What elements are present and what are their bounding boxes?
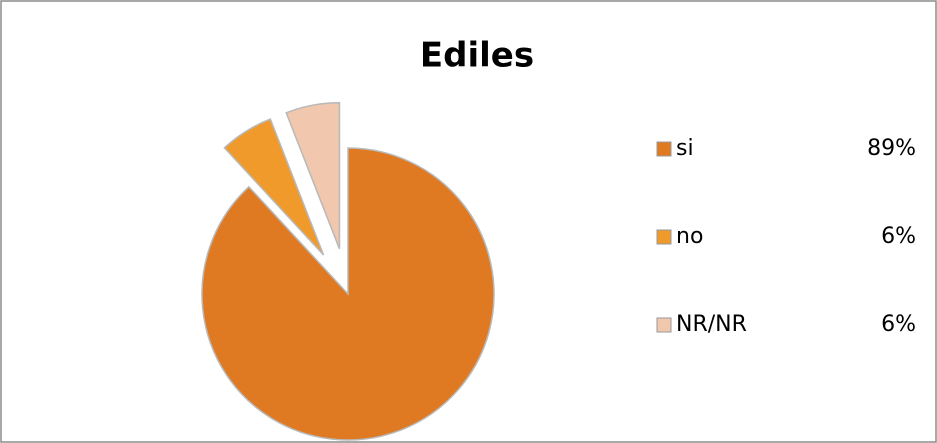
legend-swatch (656, 229, 672, 245)
chart-title: Ediles (420, 36, 534, 76)
legend-label: si (676, 136, 694, 161)
pie-slice (285, 102, 341, 250)
legend-value: 6% (881, 224, 916, 249)
legend-swatch (656, 141, 672, 157)
legend-label: no (676, 224, 703, 249)
legend-swatch (656, 317, 672, 333)
legend-value: 6% (881, 312, 916, 337)
legend-value: 89% (867, 136, 916, 161)
legend-label: NR/NR (676, 312, 747, 337)
pie-slice (223, 118, 325, 256)
pie-slice (201, 147, 495, 441)
